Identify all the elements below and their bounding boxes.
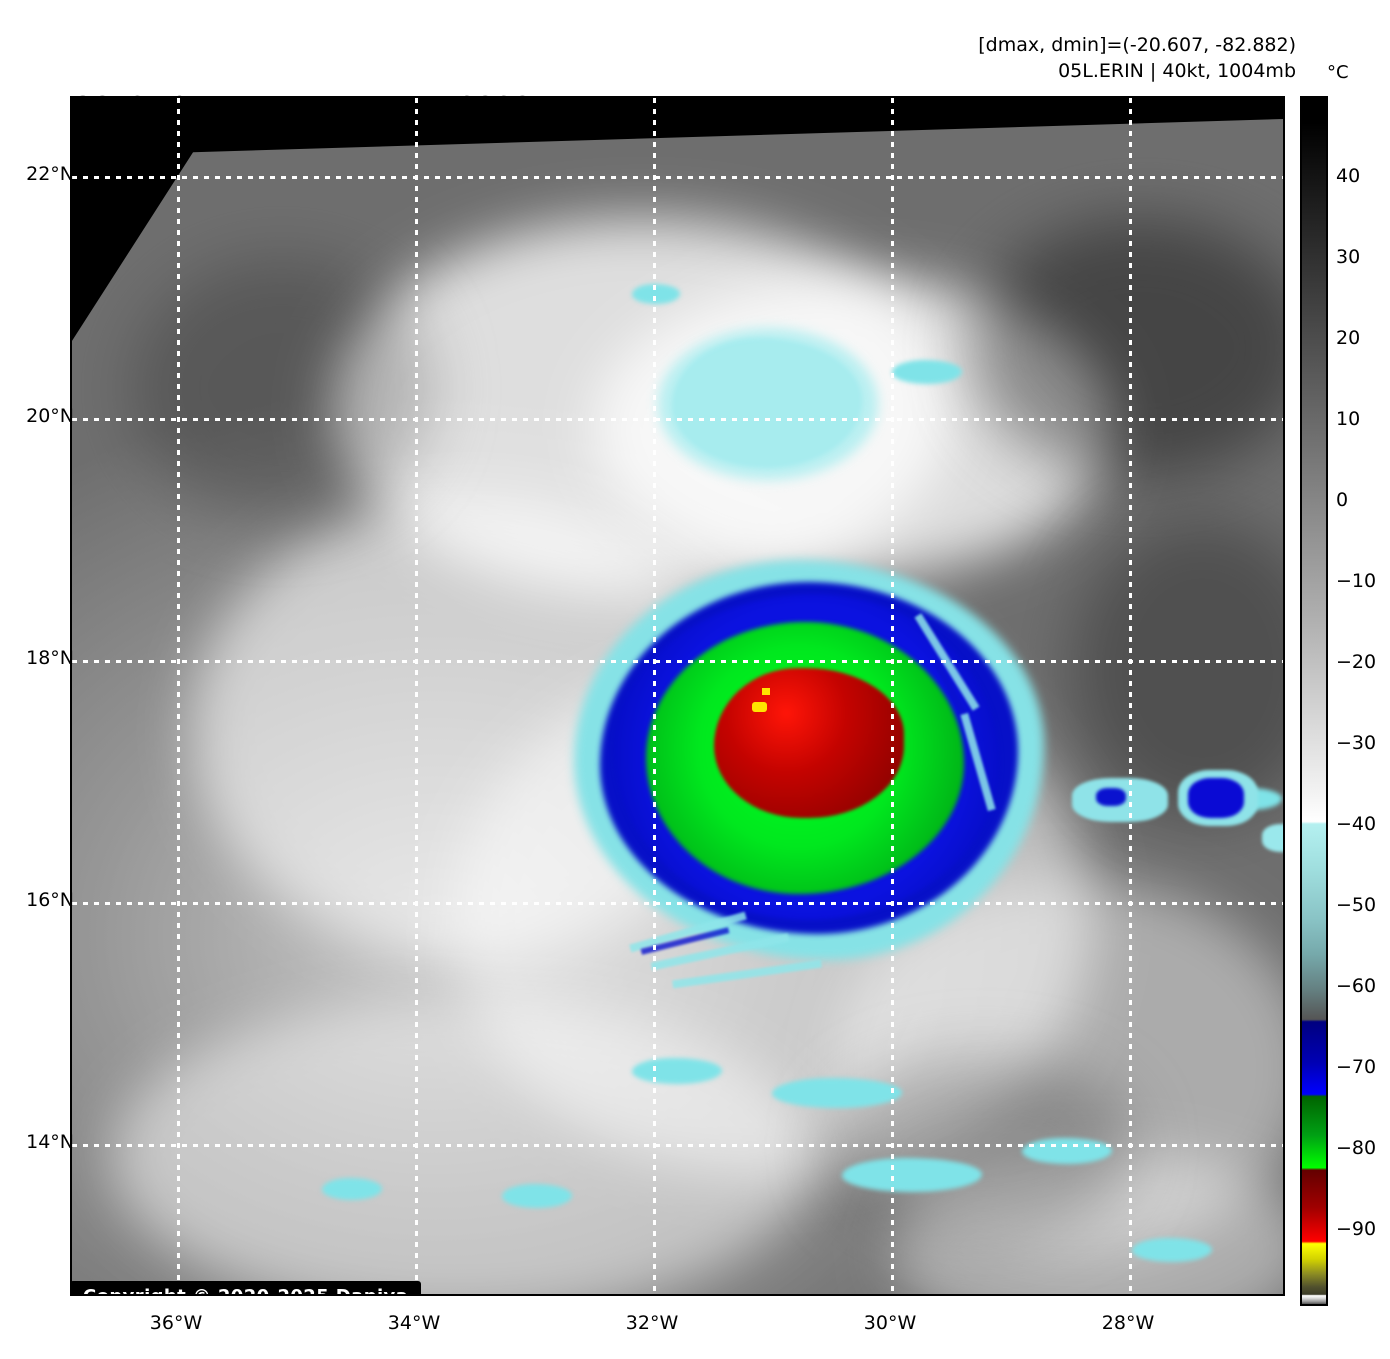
colorbar-tick-m80: −80 xyxy=(1336,1137,1377,1159)
colorbar-tick-m90: −90 xyxy=(1336,1218,1377,1240)
xtick-label-28w: 28°W xyxy=(1101,1312,1155,1334)
cirrus-outflow-halo xyxy=(658,328,878,480)
xtick-label-36w: 36°W xyxy=(149,1312,203,1334)
cyan-patch-ne xyxy=(892,360,962,384)
colorbar-tick-m70: −70 xyxy=(1336,1056,1377,1078)
colorbar-units-label: °C xyxy=(1327,62,1349,83)
cloud-gap-1 xyxy=(972,218,1283,478)
gridline-lat-16n xyxy=(72,902,1283,905)
convective-cell-2-core xyxy=(1188,778,1244,818)
cloud-gap-3 xyxy=(132,258,432,518)
ytick-label-16n: 16°N xyxy=(26,889,74,911)
core-band-red-minus70-80 xyxy=(714,668,904,818)
storm-info-annotation: 05L.ERIN | 40kt, 1004mb xyxy=(1058,60,1296,82)
colorbar-tick-10: 10 xyxy=(1336,408,1361,430)
gridline-lon-34w xyxy=(415,98,418,1294)
convective-cell-1-core xyxy=(1096,788,1126,806)
xtick-label-30w: 30°W xyxy=(863,1312,917,1334)
gridline-lat-22n xyxy=(72,176,1283,179)
cyan-patch-s4 xyxy=(842,1158,982,1192)
cyan-patch-s5 xyxy=(1022,1138,1112,1164)
colorbar-tick-m50: −50 xyxy=(1336,894,1377,916)
temperature-colorbar[interactable] xyxy=(1300,96,1328,1306)
gridline-lat-18n xyxy=(72,660,1283,663)
ytick-label-14n: 14°N xyxy=(26,1131,74,1153)
colorbar-tick-40: 40 xyxy=(1336,165,1361,187)
cyan-patch-se xyxy=(1132,1238,1212,1262)
gridline-lat-20n xyxy=(72,418,1283,421)
colorbar-tick-m40: −40 xyxy=(1336,813,1377,835)
colorbar-tick-20: 20 xyxy=(1336,327,1361,349)
data-range-annotation: [dmax, dmin]=(-20.607, -82.882) xyxy=(978,34,1296,56)
satellite-image-plot[interactable]: Copyright © 2020-2025 Dapiya xyxy=(70,96,1285,1296)
gridline-lon-28w xyxy=(1129,98,1132,1294)
gridline-lon-32w xyxy=(653,98,656,1294)
colorbar-tick-m30: −30 xyxy=(1336,732,1377,754)
tropical-cyclone-core xyxy=(574,560,1044,960)
cyan-patch-sw xyxy=(322,1178,382,1200)
ytick-label-22n: 22°N xyxy=(26,163,74,185)
gridline-lon-36w xyxy=(177,98,180,1294)
convective-cell-3 xyxy=(1262,824,1283,852)
cyan-patch-n xyxy=(632,284,680,304)
cyan-patch-s2 xyxy=(772,1078,902,1108)
overshooting-top-pixel-2 xyxy=(752,702,767,712)
ytick-label-20n: 20°N xyxy=(26,405,74,427)
colorbar-tick-0: 0 xyxy=(1336,489,1349,511)
gridline-lat-14n xyxy=(72,1144,1283,1147)
overshooting-top-pixel-1 xyxy=(762,688,770,695)
colorbar-tick-m10: −10 xyxy=(1336,570,1377,592)
cloud-gap-2 xyxy=(1072,518,1283,818)
colorbar-tick-m60: −60 xyxy=(1336,975,1377,997)
cyan-patch-s3 xyxy=(502,1184,572,1208)
colorbar-gradient xyxy=(1302,98,1326,1304)
cyan-patch-s1 xyxy=(632,1058,722,1084)
gridline-lon-30w xyxy=(891,98,894,1294)
colorbar-tick-30: 30 xyxy=(1336,246,1361,268)
xtick-label-34w: 34°W xyxy=(387,1312,441,1334)
xtick-label-32w: 32°W xyxy=(625,1312,679,1334)
colorbar-tick-m20: −20 xyxy=(1336,651,1377,673)
header-metadata: [dmax, dmin]=(-20.607, -82.882) 05L.ERIN… xyxy=(978,32,1296,84)
copyright-watermark: Copyright © 2020-2025 Dapiya xyxy=(72,1281,422,1294)
ytick-label-18n: 18°N xyxy=(26,647,74,669)
ir-imagery-canvas xyxy=(72,98,1283,1294)
